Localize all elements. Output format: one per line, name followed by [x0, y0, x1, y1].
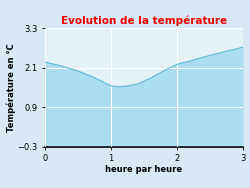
Y-axis label: Température en °C: Température en °C	[6, 43, 16, 132]
Title: Evolution de la température: Evolution de la température	[61, 16, 227, 26]
X-axis label: heure par heure: heure par heure	[105, 165, 182, 174]
